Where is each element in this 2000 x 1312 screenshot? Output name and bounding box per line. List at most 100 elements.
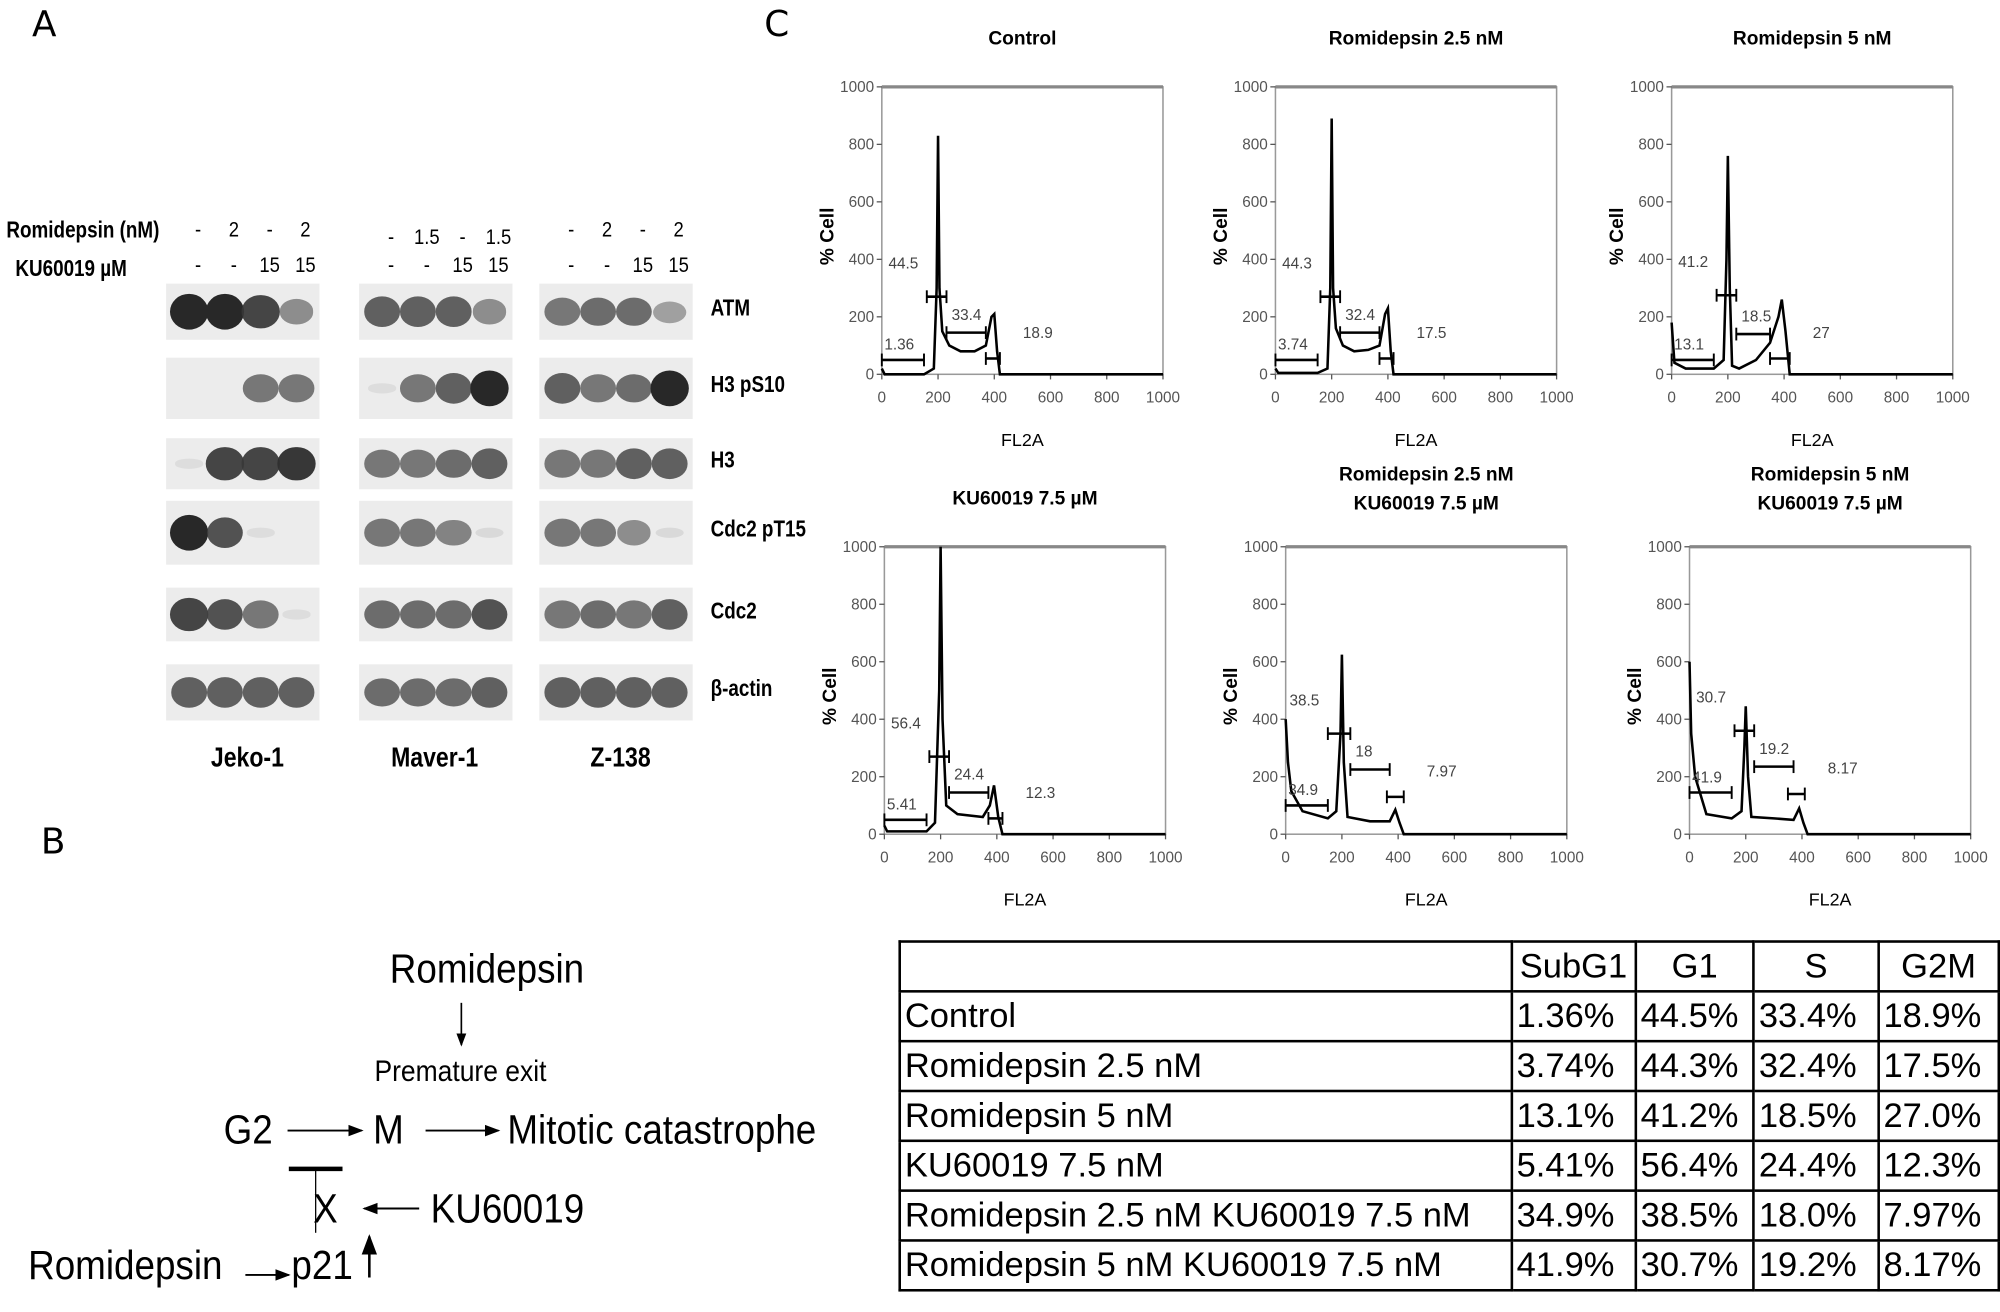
protein-band: [615, 373, 652, 403]
table-row: Romidepsin 2.5 nM KU60019 7.5 nM 34.9% 38.…: [898, 1189, 2000, 1242]
gate-label: 17.5: [1417, 325, 1447, 342]
gate-label: 38.5: [1290, 693, 1320, 710]
histogram-panel: Romidepsin 2.5 nM 0 200 400 600 800 1000 0 200 40…: [1211, 29, 1574, 450]
protein-band: [544, 298, 580, 326]
gate-label: 41.2: [1678, 254, 1708, 271]
y-tick-label: 1000: [840, 79, 874, 96]
table-cell: Romidepsin 2.5 nM: [898, 1039, 1513, 1093]
protein-band: [364, 600, 401, 629]
y-tick-label: 400: [851, 711, 877, 728]
table-cell: 1.36%: [1510, 990, 1637, 1043]
y-axis-label: % Cell: [820, 667, 841, 724]
table-row: Romidepsin 5 nM KU60019 7.5 nM 41.9% 30.7%…: [898, 1239, 2000, 1292]
x-tick-label: 400: [981, 389, 1007, 406]
x-tick-label: 1000: [1550, 849, 1584, 866]
cell-cycle-table: SubG1 G1 S G2M Control 1.36% 44.5% 33.4% 18.9% Ro…: [898, 940, 2000, 1292]
ku60019-dose: 15: [295, 252, 316, 278]
gate-marker: [1378, 352, 1395, 365]
protein-band: [367, 383, 397, 393]
table-cell: 18.9%: [1877, 990, 2000, 1043]
romidepsin-dose: 1.5: [414, 224, 440, 250]
gate-marker: [1733, 724, 1756, 738]
protein-band: [651, 677, 688, 708]
table-cell: Control: [898, 990, 1513, 1043]
blot-strip: [166, 587, 320, 642]
table-header-cell: S: [1752, 940, 1880, 993]
protein-band: [436, 519, 472, 546]
x-tick-label: 600: [1845, 849, 1871, 866]
blot-strip: [359, 438, 513, 490]
y-tick-label: 400: [1656, 711, 1682, 728]
panel-label-b: B: [40, 820, 66, 863]
y-tick-label: 600: [849, 194, 875, 211]
gate-marker: [1786, 787, 1806, 801]
gate-marker: [1769, 352, 1791, 365]
x-tick-label: 600: [1442, 849, 1468, 866]
x-tick-label: 800: [1488, 389, 1514, 406]
protein-band: [279, 299, 314, 324]
protein-band: [174, 459, 204, 469]
blot-strip: [166, 357, 320, 420]
gate-marker: [1339, 326, 1381, 340]
gate-marker: [1284, 799, 1329, 812]
histogram-trace: [1670, 155, 1953, 376]
protein-band: [579, 677, 617, 708]
protein-band: [400, 374, 436, 403]
protein-band: [242, 295, 280, 329]
x-tick-label: 400: [1385, 849, 1411, 866]
protein-label: ATM: [710, 295, 751, 321]
x-tick-label: 600: [1431, 389, 1457, 406]
x-axis-label: FL2A: [1809, 890, 1852, 910]
gate-label: 13.1: [1674, 337, 1704, 354]
y-tick-label: 1000: [1630, 79, 1664, 96]
table-row: Control 1.36% 44.5% 33.4% 18.9%: [898, 990, 2000, 1043]
protein-band: [544, 450, 580, 478]
y-tick-label: 600: [1242, 194, 1268, 211]
x-tick-label: 1000: [1936, 389, 1970, 406]
protein-band: [471, 448, 508, 479]
protein-band: [282, 609, 311, 619]
histogram-trace: [1284, 654, 1567, 836]
protein-band: [615, 297, 652, 327]
protein-band: [470, 370, 509, 407]
diagram-arrows: [245, 1002, 501, 1281]
table-row: Romidepsin 5 nM 13.1% 41.2% 18.5% 27.0%: [898, 1089, 2000, 1143]
protein-band: [544, 600, 580, 629]
romidepsin-dose: 2: [300, 217, 311, 242]
x-axis-label: FL2A: [1791, 430, 1834, 450]
x-tick-label: 1000: [1954, 849, 1988, 866]
gate-label: 7.97: [1427, 763, 1457, 780]
ku60019-dose: 15: [488, 252, 509, 278]
cell-line-label: Jeko-1: [210, 740, 284, 773]
table-cell: 41.9%: [1510, 1239, 1637, 1292]
ku60019-dose: -: [568, 252, 575, 278]
gate-label: 44.3: [1282, 256, 1312, 273]
gate-label: 1.36: [884, 337, 914, 354]
blot-strip: [166, 664, 320, 721]
gate-marker: [883, 813, 928, 827]
protein-band: [615, 677, 653, 708]
protein-band: [242, 447, 280, 481]
y-axis-label: % Cell: [1607, 208, 1628, 265]
table-cell: Romidepsin 2.5 nM KU60019 7.5 nM: [898, 1189, 1513, 1242]
protein-band: [580, 450, 616, 478]
protein-band: [616, 600, 652, 629]
gate-marker: [948, 786, 990, 799]
diagram-romidepsin-top: Romidepsin: [389, 945, 585, 992]
protein-band: [471, 677, 508, 708]
histogram-panel: Romidepsin 5 nM KU60019 7.5 µM 0 200 400 600 8…: [1625, 464, 1988, 909]
table-cell: 13.1%: [1510, 1089, 1637, 1143]
panel-label-c: C: [764, 2, 790, 45]
y-tick-label: 600: [1638, 194, 1664, 211]
table-cell: 17.5%: [1877, 1039, 2000, 1093]
table-cell: 44.3%: [1634, 1039, 1756, 1093]
protein-band: [206, 447, 244, 481]
romidepsin-dose: 1.5: [485, 224, 512, 250]
protein-band: [399, 296, 437, 327]
table-row: KU60019 7.5 nM 5.41% 56.4% 24.4% 12.3%: [898, 1139, 2000, 1192]
protein-band: [278, 374, 315, 403]
y-tick-label: 400: [849, 251, 875, 268]
histogram-title: KU60019 7.5 µM: [1354, 494, 1499, 515]
x-tick-label: 200: [1733, 849, 1759, 866]
